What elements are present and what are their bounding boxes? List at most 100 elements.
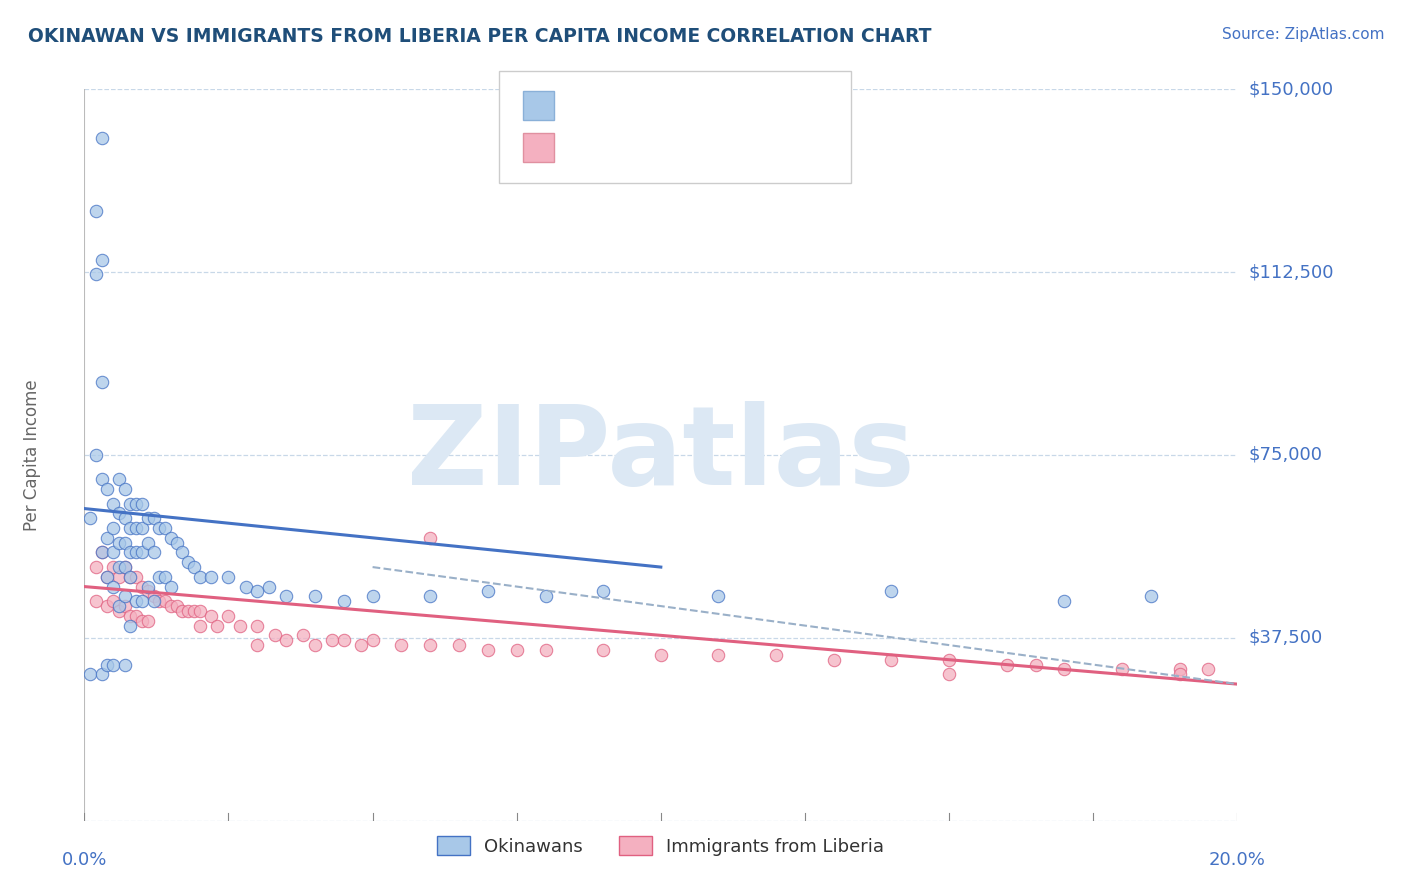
Point	[880, 653, 903, 667]
Point	[160, 599, 183, 613]
Point	[148, 594, 170, 608]
Text: 20.0%: 20.0%	[1209, 851, 1265, 869]
Point	[96, 657, 118, 672]
Point	[90, 667, 112, 681]
Point	[153, 570, 176, 584]
Point	[229, 618, 252, 632]
Point	[419, 638, 441, 652]
Point	[125, 594, 148, 608]
Point	[114, 560, 136, 574]
Point	[131, 594, 153, 608]
Text: $75,000: $75,000	[1249, 446, 1323, 464]
Point	[96, 482, 118, 496]
Text: $150,000: $150,000	[1249, 80, 1333, 98]
Point	[90, 375, 112, 389]
Point	[938, 667, 960, 681]
Point	[90, 472, 112, 486]
Point	[120, 618, 142, 632]
Point	[103, 580, 124, 594]
Point	[276, 633, 298, 648]
Point	[183, 604, 205, 618]
Point	[477, 643, 499, 657]
Point	[103, 521, 124, 535]
Point	[246, 618, 269, 632]
Point	[103, 497, 124, 511]
Point	[166, 599, 188, 613]
Point	[84, 594, 107, 608]
Point	[120, 570, 142, 584]
Point	[218, 608, 240, 623]
Point	[534, 643, 557, 657]
Point	[200, 570, 222, 584]
Point	[1140, 590, 1163, 604]
Point	[79, 667, 101, 681]
Point	[103, 560, 124, 574]
Point	[142, 590, 165, 604]
Point	[142, 545, 165, 559]
Point	[96, 531, 118, 545]
Point	[765, 648, 787, 662]
Point	[534, 590, 557, 604]
Point	[235, 580, 257, 594]
Point	[304, 638, 326, 652]
Point	[188, 570, 211, 584]
Point	[200, 608, 222, 623]
Point	[136, 580, 159, 594]
Point	[114, 590, 136, 604]
Point	[276, 590, 298, 604]
Legend: Okinawans, Immigrants from Liberia: Okinawans, Immigrants from Liberia	[430, 829, 891, 863]
Point	[172, 545, 194, 559]
Point	[218, 570, 240, 584]
Point	[1053, 663, 1076, 677]
Point	[304, 590, 326, 604]
Point	[246, 584, 269, 599]
Text: Source: ZipAtlas.com: Source: ZipAtlas.com	[1222, 27, 1385, 42]
Point	[1025, 657, 1047, 672]
Point	[823, 653, 845, 667]
Point	[148, 570, 170, 584]
Point	[114, 535, 136, 549]
Point	[131, 521, 153, 535]
Point	[96, 570, 118, 584]
Point	[125, 608, 148, 623]
Point	[96, 570, 118, 584]
Point	[114, 482, 136, 496]
Point	[142, 511, 165, 525]
Point	[391, 638, 413, 652]
Point	[188, 604, 211, 618]
Point	[177, 604, 200, 618]
Point	[125, 521, 148, 535]
Text: 65: 65	[707, 139, 730, 157]
Point	[90, 545, 112, 559]
Point	[449, 638, 471, 652]
Text: OKINAWAN VS IMMIGRANTS FROM LIBERIA PER CAPITA INCOME CORRELATION CHART: OKINAWAN VS IMMIGRANTS FROM LIBERIA PER …	[28, 27, 932, 45]
Point	[108, 599, 131, 613]
Point	[131, 580, 153, 594]
Text: -0.113: -0.113	[602, 96, 659, 114]
Point	[120, 521, 142, 535]
Text: R =: R =	[565, 96, 610, 114]
Point	[125, 570, 148, 584]
Text: 78: 78	[707, 96, 730, 114]
Text: $37,500: $37,500	[1249, 629, 1323, 647]
Point	[361, 633, 384, 648]
Point	[650, 648, 672, 662]
Point	[995, 657, 1018, 672]
Point	[321, 633, 343, 648]
Point	[142, 594, 165, 608]
Point	[477, 584, 499, 599]
Point	[79, 511, 101, 525]
Point	[120, 497, 142, 511]
Point	[84, 448, 107, 462]
Point	[160, 531, 183, 545]
Point	[84, 204, 107, 219]
Point	[205, 618, 228, 632]
Point	[84, 268, 107, 282]
Text: -0.600: -0.600	[596, 139, 654, 157]
Point	[257, 580, 280, 594]
Point	[188, 618, 211, 632]
Point	[153, 594, 176, 608]
Point	[361, 590, 384, 604]
Text: Per Capita Income: Per Capita Income	[22, 379, 41, 531]
Point	[114, 560, 136, 574]
